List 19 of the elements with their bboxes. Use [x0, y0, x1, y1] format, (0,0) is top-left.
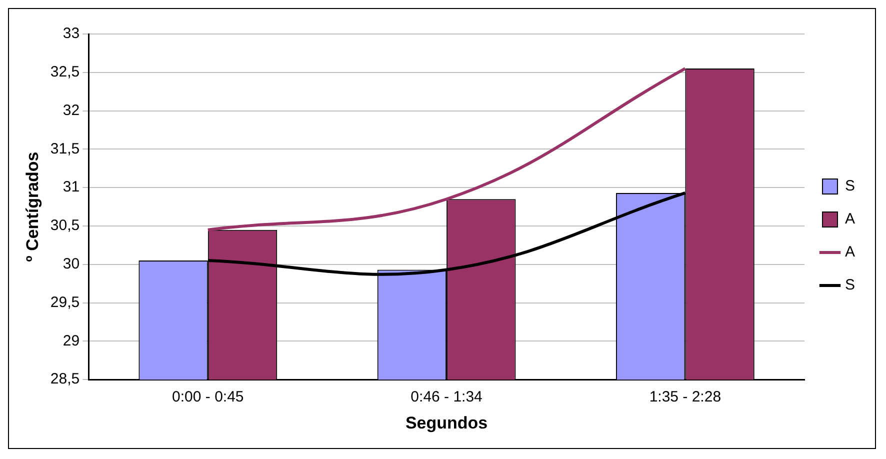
- y-tick-label: 31,5: [50, 140, 80, 158]
- legend-label: S: [844, 276, 856, 294]
- x-tick-label: 0:00 - 0:45: [172, 388, 244, 406]
- y-tick-label: 29: [62, 332, 80, 350]
- y-tick-label: 32,5: [50, 64, 80, 81]
- y-tick-label: 29,5: [50, 294, 80, 311]
- legend-label: A: [844, 244, 856, 261]
- y-tick-label: 31: [62, 178, 80, 196]
- y-tick-label: 30: [62, 256, 80, 273]
- legend-label: A: [844, 210, 856, 228]
- y-tick-label: 28,5: [50, 370, 80, 388]
- legend-label: S: [844, 178, 856, 195]
- y-tick-label: 32: [62, 102, 80, 119]
- x-tick-label: 0:46 - 1:34: [410, 388, 482, 406]
- y-tick-label: 33: [62, 25, 80, 42]
- x-tick-label: 1:35 - 2:28: [649, 388, 722, 406]
- y-tick-label: 30,5: [50, 217, 80, 234]
- x-axis-title: Segundos: [405, 413, 488, 432]
- y-axis-title: º Centígrados: [22, 152, 42, 262]
